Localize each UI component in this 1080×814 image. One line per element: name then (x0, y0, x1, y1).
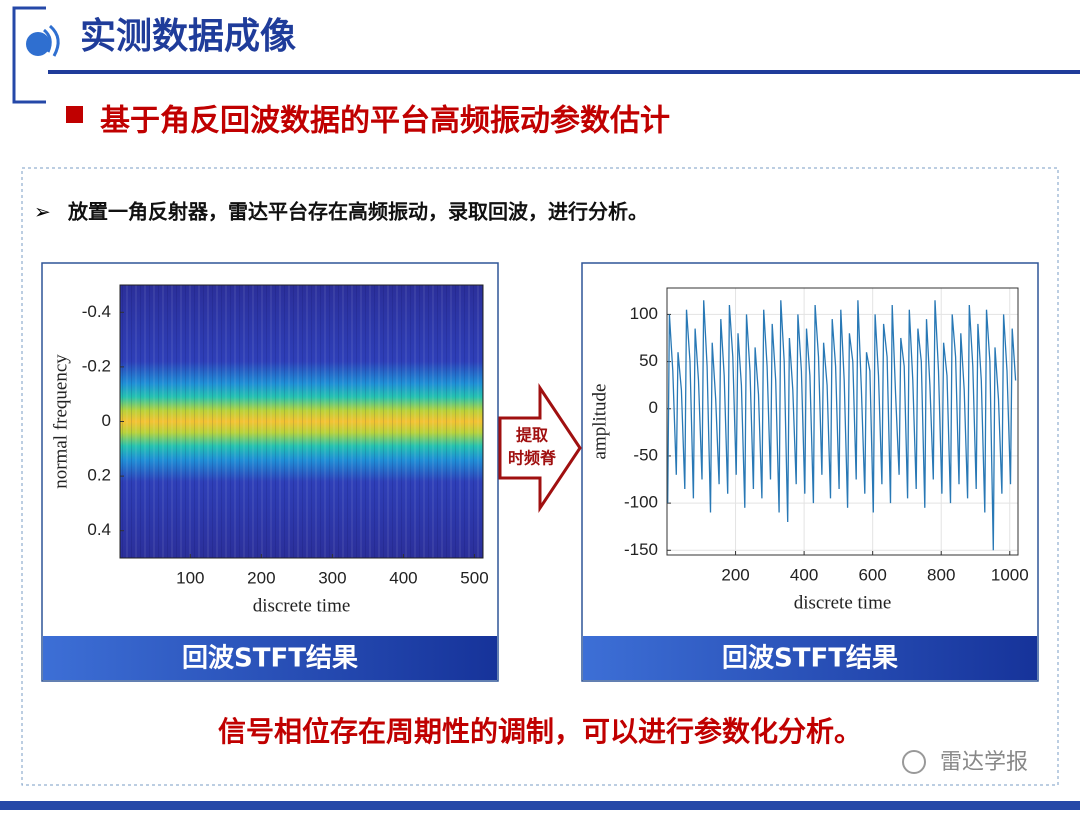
caption: 回波STFT结果 (182, 644, 358, 674)
radar-icon (26, 32, 50, 56)
spectrogram-texture (120, 285, 483, 558)
x-axis-label: discrete time (794, 592, 892, 613)
x-tick-label: 100 (176, 568, 204, 587)
y-tick-label: -150 (624, 540, 658, 559)
x-tick-label: 200 (721, 565, 749, 584)
y-axis-label: amplitude (589, 384, 610, 460)
caption-bar (43, 636, 497, 680)
x-tick-label: 300 (318, 568, 346, 587)
bullet-text: 放置一角反射器，雷达平台存在高频振动，录取回波，进行分析。 (67, 200, 648, 224)
watermark: 雷达学报 (940, 750, 1028, 775)
x-tick-label: 400 (790, 565, 818, 584)
caption-bar (583, 636, 1037, 680)
bullet-square (66, 106, 83, 123)
x-tick-label: 800 (927, 565, 955, 584)
conclusion: 信号相位存在周期性的调制，可以进行参数化分析。 (218, 715, 862, 748)
header-bracket (12, 6, 46, 104)
y-tick-label: 0.4 (87, 520, 111, 539)
x-tick-label: 1000 (991, 565, 1029, 584)
x-axis-label: discrete time (253, 595, 351, 616)
y-tick-label: 0.2 (87, 466, 111, 485)
bullet-arrow: ➢ (34, 200, 51, 224)
y-tick-label: -100 (624, 493, 658, 512)
axes-box (119, 284, 484, 559)
y-tick-label: -50 (633, 445, 658, 464)
x-tick-label: 200 (247, 568, 275, 587)
signal-line (667, 300, 1017, 551)
y-axis-label: normal frequency (50, 354, 71, 489)
axes-box (666, 287, 1019, 556)
radar-waves (42, 24, 60, 57)
footer-bar (0, 801, 1080, 810)
y-tick-label: 0 (649, 398, 658, 417)
arrow (498, 383, 582, 513)
content-box (21, 167, 1059, 786)
y-tick-label: -0.2 (82, 356, 111, 375)
y-tick-label: -0.4 (82, 302, 111, 321)
title: 实测数据成像 (80, 16, 296, 57)
x-tick-label: 600 (858, 565, 886, 584)
y-tick-label: 100 (630, 304, 658, 323)
y-tick-label: 50 (639, 351, 658, 370)
y-tick-label: 0 (102, 411, 111, 430)
x-tick-label: 400 (389, 568, 417, 587)
arrow-label: 时频脊 (508, 449, 557, 468)
x-tick-label: 500 (460, 568, 488, 587)
wechat-icon (902, 750, 926, 774)
subtitle: 基于角反回波数据的平台高频振动参数估计 (100, 104, 670, 139)
header-rule (48, 70, 1080, 74)
caption: 回波STFT结果 (722, 644, 898, 674)
arrow-label: 提取 (516, 426, 548, 445)
